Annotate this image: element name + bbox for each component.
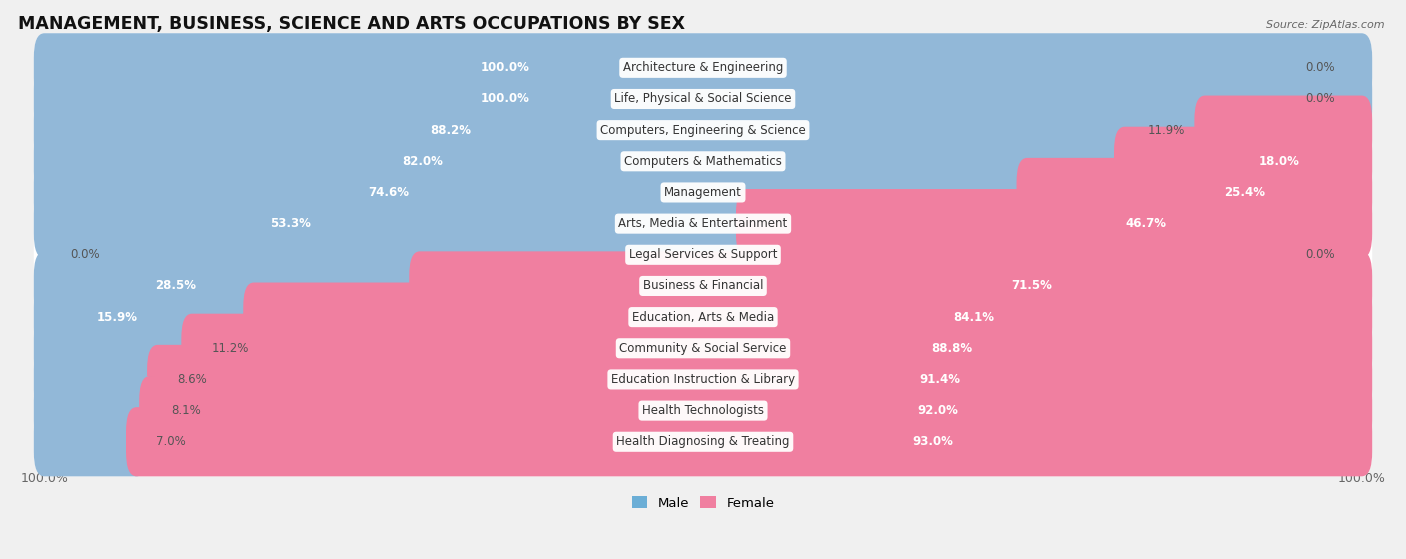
Text: 82.0%: 82.0%	[402, 155, 443, 168]
Text: Legal Services & Support: Legal Services & Support	[628, 248, 778, 261]
Text: 8.1%: 8.1%	[170, 404, 201, 417]
Text: 7.0%: 7.0%	[156, 435, 186, 448]
FancyBboxPatch shape	[34, 189, 1372, 258]
Text: 91.4%: 91.4%	[920, 373, 960, 386]
Text: Computers, Engineering & Science: Computers, Engineering & Science	[600, 124, 806, 136]
Text: MANAGEMENT, BUSINESS, SCIENCE AND ARTS OCCUPATIONS BY SEX: MANAGEMENT, BUSINESS, SCIENCE AND ARTS O…	[18, 15, 685, 33]
Text: 11.2%: 11.2%	[212, 342, 249, 355]
Text: 8.6%: 8.6%	[177, 373, 207, 386]
FancyBboxPatch shape	[34, 96, 1372, 165]
Text: 25.4%: 25.4%	[1225, 186, 1265, 199]
Text: Community & Social Service: Community & Social Service	[619, 342, 787, 355]
FancyBboxPatch shape	[34, 158, 1372, 227]
Text: 88.2%: 88.2%	[430, 124, 471, 136]
Text: Health Technologists: Health Technologists	[643, 404, 763, 417]
FancyBboxPatch shape	[34, 127, 1372, 196]
FancyBboxPatch shape	[34, 252, 430, 320]
Text: 71.5%: 71.5%	[1011, 280, 1053, 292]
Text: 0.0%: 0.0%	[70, 248, 100, 261]
FancyBboxPatch shape	[1114, 127, 1372, 196]
FancyBboxPatch shape	[34, 407, 148, 476]
FancyBboxPatch shape	[34, 376, 1372, 445]
Text: 88.8%: 88.8%	[932, 342, 973, 355]
Text: Source: ZipAtlas.com: Source: ZipAtlas.com	[1267, 20, 1385, 30]
Text: 92.0%: 92.0%	[917, 404, 957, 417]
Text: Business & Financial: Business & Financial	[643, 280, 763, 292]
FancyBboxPatch shape	[34, 314, 202, 383]
FancyBboxPatch shape	[34, 64, 1372, 134]
Text: 0.0%: 0.0%	[1306, 248, 1336, 261]
FancyBboxPatch shape	[148, 345, 1372, 414]
FancyBboxPatch shape	[34, 345, 1372, 414]
FancyBboxPatch shape	[1017, 158, 1372, 227]
FancyBboxPatch shape	[127, 407, 1372, 476]
Text: 0.0%: 0.0%	[1306, 92, 1336, 106]
FancyBboxPatch shape	[34, 127, 1135, 196]
FancyBboxPatch shape	[243, 282, 1372, 352]
Text: Health Diagnosing & Treating: Health Diagnosing & Treating	[616, 435, 790, 448]
Text: Management: Management	[664, 186, 742, 199]
FancyBboxPatch shape	[1194, 96, 1372, 165]
Text: 18.0%: 18.0%	[1258, 155, 1299, 168]
FancyBboxPatch shape	[34, 345, 169, 414]
Text: 84.1%: 84.1%	[953, 311, 994, 324]
Text: Computers & Mathematics: Computers & Mathematics	[624, 155, 782, 168]
Text: 15.9%: 15.9%	[97, 311, 138, 324]
Text: Education, Arts & Media: Education, Arts & Media	[631, 311, 775, 324]
Text: Life, Physical & Social Science: Life, Physical & Social Science	[614, 92, 792, 106]
FancyBboxPatch shape	[34, 33, 1372, 102]
FancyBboxPatch shape	[34, 64, 1372, 134]
Text: 0.0%: 0.0%	[1306, 61, 1336, 74]
Text: 11.9%: 11.9%	[1147, 124, 1185, 136]
Text: 46.7%: 46.7%	[1126, 217, 1167, 230]
Text: 100.0%: 100.0%	[481, 92, 530, 106]
FancyBboxPatch shape	[139, 376, 1372, 445]
FancyBboxPatch shape	[34, 189, 756, 258]
Text: 93.0%: 93.0%	[912, 435, 953, 448]
FancyBboxPatch shape	[34, 282, 1372, 352]
FancyBboxPatch shape	[735, 189, 1372, 258]
FancyBboxPatch shape	[34, 282, 264, 352]
FancyBboxPatch shape	[34, 158, 1038, 227]
Text: 74.6%: 74.6%	[368, 186, 409, 199]
Text: 28.5%: 28.5%	[155, 280, 197, 292]
FancyBboxPatch shape	[34, 376, 162, 445]
FancyBboxPatch shape	[409, 252, 1372, 320]
Text: Architecture & Engineering: Architecture & Engineering	[623, 61, 783, 74]
FancyBboxPatch shape	[181, 314, 1372, 383]
Legend: Male, Female: Male, Female	[626, 491, 780, 515]
FancyBboxPatch shape	[34, 33, 1372, 102]
FancyBboxPatch shape	[34, 407, 1372, 476]
FancyBboxPatch shape	[34, 314, 1372, 383]
Text: 53.3%: 53.3%	[270, 217, 311, 230]
Text: 100.0%: 100.0%	[481, 61, 530, 74]
FancyBboxPatch shape	[34, 96, 1216, 165]
Text: Education Instruction & Library: Education Instruction & Library	[612, 373, 794, 386]
FancyBboxPatch shape	[34, 220, 1372, 290]
Text: Arts, Media & Entertainment: Arts, Media & Entertainment	[619, 217, 787, 230]
FancyBboxPatch shape	[34, 252, 1372, 320]
